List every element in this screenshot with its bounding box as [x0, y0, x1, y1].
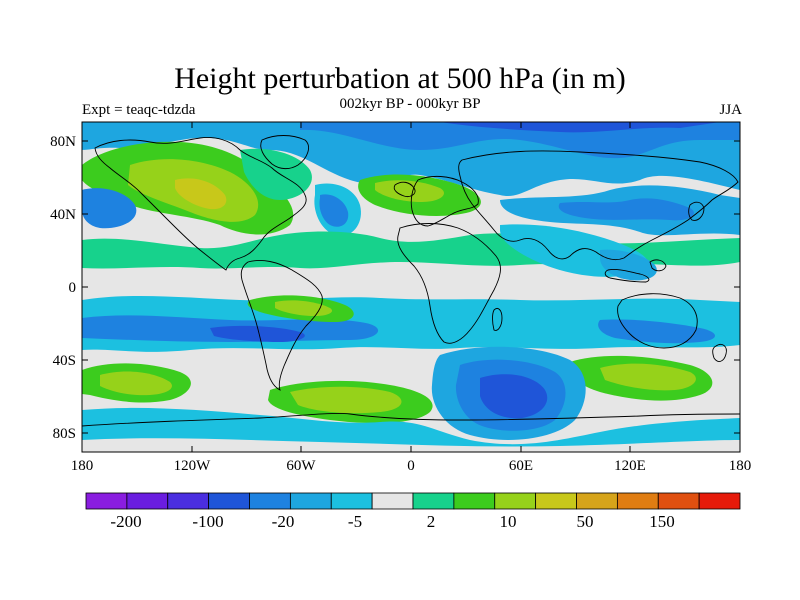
colorbar-label-1: -200 [110, 512, 141, 531]
field-blob-eastatlantic-darkblue [319, 194, 349, 227]
colorbar-swatch [412, 492, 455, 510]
experiment-label: Expt = teaqc-tdzda [82, 102, 196, 118]
field-blob-southindian-yellow [600, 363, 696, 391]
ylabel-40n: 40N [50, 207, 76, 223]
coast-indonesia [604, 259, 667, 283]
coast-greenland [260, 135, 309, 170]
field-blob-antarctic-grey [82, 438, 740, 452]
coast-south-america [240, 259, 323, 391]
season-label: JJA [719, 102, 742, 118]
colorbar-swatch [208, 492, 250, 510]
field-blob-southatlantic-high-core [290, 386, 402, 414]
field-blob-indonesia-blue [600, 249, 657, 281]
coast-madagascar [492, 307, 503, 331]
xlabel-0: 0 [407, 458, 415, 474]
colorbar-swatch [167, 492, 210, 510]
field-blob-north-deep [440, 122, 720, 133]
xlabel-60e: 60E [509, 458, 533, 474]
field-blob-namerica-yellow [175, 178, 227, 210]
coast-africa [397, 223, 501, 344]
field-blob-south-deepblue [210, 325, 305, 342]
xlabel-180-right: 180 [729, 458, 752, 474]
colorbar-swatch [371, 492, 414, 510]
colorbar-swatch [535, 492, 577, 510]
colorbar-swatch [126, 492, 169, 510]
axis-ticks [82, 122, 740, 452]
ylabel-80n: 80N [50, 134, 76, 150]
colorbar-swatch [85, 492, 128, 510]
xlabel-120w: 120W [174, 458, 212, 474]
field-blob-southpacific-blue [598, 319, 715, 344]
xlabel-120e: 120E [614, 458, 646, 474]
colorbar-swatch [657, 492, 700, 510]
period-label: 002kyr BP - 000kyr BP [339, 96, 481, 112]
field-blob-atlantic-green [240, 148, 312, 200]
colorbar-swatch [330, 492, 373, 510]
coast-australia [617, 293, 698, 349]
field-blob-pacific-blue [82, 188, 137, 229]
colorbar-label-4: -5 [348, 512, 362, 531]
x-axis-labels: 180 120W 60W 0 60E 120E 180 [71, 458, 752, 474]
colorbar-label-2: -100 [192, 512, 223, 531]
field-blob-europe-yellowgreen [375, 180, 444, 202]
colorbar-swatch [494, 492, 537, 510]
colorbar-label-5: 2 [427, 512, 436, 531]
colorbar-swatch [698, 492, 741, 510]
coast-japan [688, 201, 705, 221]
colorbar [85, 492, 741, 510]
colorbar-label-3: -20 [272, 512, 295, 531]
colorbar-labels: -200 -100 -20 -5 2 10 50 150 [110, 512, 674, 531]
coast-asia [458, 150, 739, 261]
field-blob-north-darkblue [300, 122, 740, 159]
field-blob-southafrica-low-core [480, 374, 548, 419]
coastlines [82, 135, 740, 427]
coast-europe [393, 175, 479, 227]
colorbar-swatch [289, 492, 332, 510]
xlabel-180-left: 180 [71, 458, 94, 474]
ylabel-40s: 40S [53, 353, 76, 369]
coast-north-america [94, 137, 307, 271]
map-title: Height perturbation at 500 hPa (in m) [174, 62, 626, 95]
coast-new-zealand [712, 343, 727, 362]
field-blob-asia-darkblue [558, 198, 694, 221]
colorbar-swatch [453, 492, 496, 510]
xlabel-60w: 60W [286, 458, 316, 474]
field-blob-subantarctic-yellow [100, 371, 172, 396]
ylabel-80s: 80S [53, 426, 76, 442]
coast-antarctica [82, 413, 740, 427]
colorbar-label-6: 10 [500, 512, 517, 531]
y-axis-labels: 80N 40N 0 40S 80S [50, 134, 76, 442]
colorbar-label-8: 150 [649, 512, 675, 531]
colorbar-swatch [249, 492, 291, 510]
colorbar-label-7: 50 [577, 512, 594, 531]
colorbar-swatch [576, 492, 618, 510]
colorbar-swatch [616, 492, 659, 510]
ylabel-0: 0 [69, 280, 77, 296]
height-field [82, 122, 740, 452]
